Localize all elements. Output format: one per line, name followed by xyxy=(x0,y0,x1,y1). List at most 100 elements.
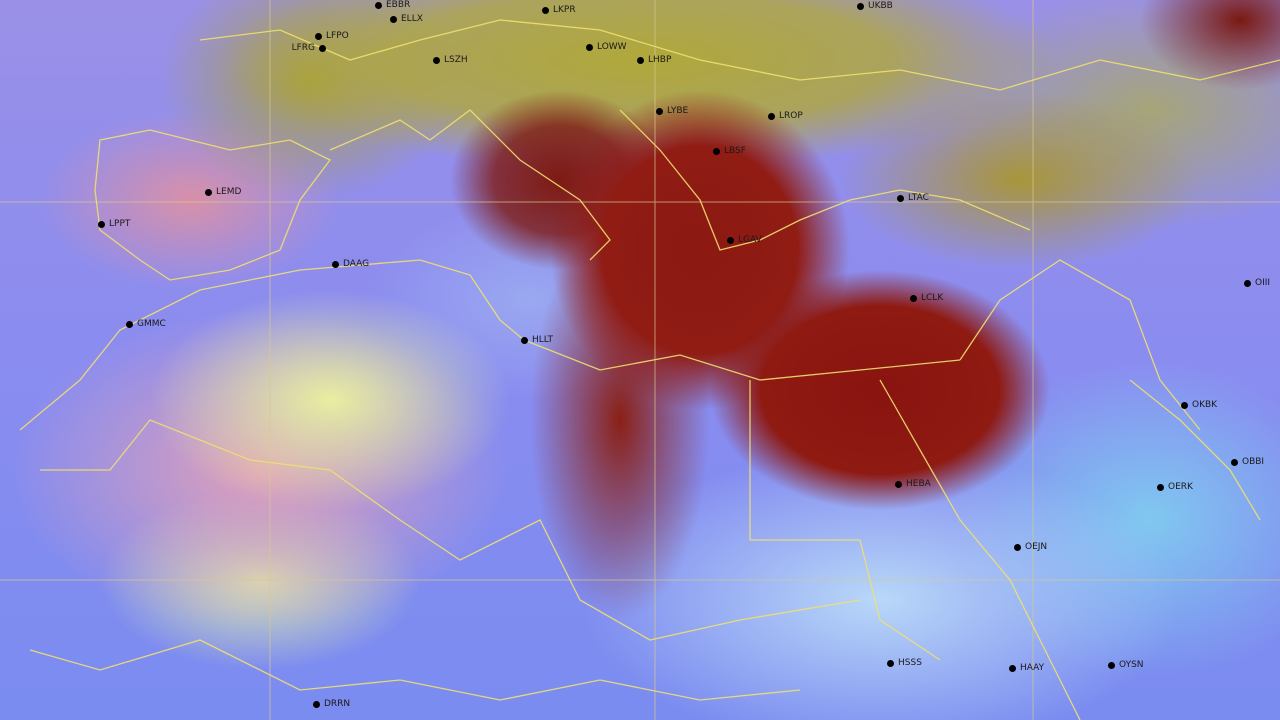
station-dot-icon xyxy=(542,7,549,14)
station-dot-icon xyxy=(910,295,917,302)
station-marker: LSZH xyxy=(433,55,468,66)
station-marker: ELLX xyxy=(390,14,423,25)
station-label: HEBA xyxy=(906,479,931,489)
station-dot-icon xyxy=(319,45,326,52)
station-label: GMMC xyxy=(137,319,166,329)
station-label: LPPT xyxy=(109,219,131,229)
station-marker: HLLT xyxy=(521,335,553,346)
station-dot-icon xyxy=(1009,665,1016,672)
station-label: LGAV xyxy=(738,235,762,245)
coastline-balkans xyxy=(619,109,1031,251)
station-marker: DAAG xyxy=(332,259,369,270)
station-label: LYBE xyxy=(667,106,689,116)
station-marker: OKBK xyxy=(1181,400,1217,411)
station-marker: LTAC xyxy=(897,193,929,204)
station-label: HSSS xyxy=(898,658,922,668)
country-borders xyxy=(19,19,1280,720)
station-dot-icon xyxy=(98,221,105,228)
station-marker: LROP xyxy=(768,111,803,122)
station-dot-icon xyxy=(1108,662,1115,669)
station-marker: LGAV xyxy=(727,235,762,246)
station-marker: LYBE xyxy=(656,106,688,117)
border-arabia xyxy=(959,259,1201,431)
station-marker: OEJN xyxy=(1014,542,1047,553)
coastline-gulf xyxy=(1129,379,1261,521)
station-dot-icon xyxy=(768,113,775,120)
station-label: EBBR xyxy=(386,0,411,10)
station-label: LFPO xyxy=(326,31,349,41)
station-dot-icon xyxy=(586,44,593,51)
station-dot-icon xyxy=(205,189,212,196)
station-label: LTAC xyxy=(908,193,929,203)
station-marker: DRRN xyxy=(313,699,350,710)
station-dot-icon xyxy=(895,481,902,488)
station-dot-icon xyxy=(1244,280,1251,287)
coastline-france-italy xyxy=(329,109,611,261)
station-dot-icon xyxy=(521,337,528,344)
station-marker: HAAY xyxy=(1009,663,1044,674)
station-marker: LFPO xyxy=(315,31,349,42)
station-marker: UKBB xyxy=(857,1,893,12)
station-dot-icon xyxy=(727,237,734,244)
station-marker: LFRG xyxy=(292,43,326,54)
station-label: LOWW xyxy=(597,42,627,52)
station-dot-icon xyxy=(433,57,440,64)
station-label: OKBK xyxy=(1192,400,1218,410)
station-dot-icon xyxy=(126,321,133,328)
station-marker: HSSS xyxy=(887,658,922,669)
station-label: LROP xyxy=(779,111,803,121)
station-dot-icon xyxy=(656,108,663,115)
coastline-red-sea xyxy=(879,379,1081,720)
station-dot-icon xyxy=(313,701,320,708)
station-marker: OIII xyxy=(1244,278,1270,289)
station-label: HLLT xyxy=(532,335,554,345)
station-dot-icon xyxy=(375,2,382,9)
station-dot-icon xyxy=(897,195,904,202)
station-label: LFRG xyxy=(291,43,315,53)
station-marker: EBBR xyxy=(375,0,410,11)
station-label: UKBB xyxy=(868,1,893,11)
station-label: OBBI xyxy=(1242,457,1265,467)
station-marker: OYSN xyxy=(1108,660,1144,671)
station-dot-icon xyxy=(1014,544,1021,551)
station-label: OERK xyxy=(1168,482,1193,492)
station-dot-icon xyxy=(637,57,644,64)
station-marker: LKPR xyxy=(542,5,576,16)
station-label: LBSF xyxy=(724,146,746,156)
border-sahara xyxy=(40,419,861,641)
station-label: LHBP xyxy=(648,55,672,65)
coastline-north-africa xyxy=(19,259,961,431)
station-marker: LCLK xyxy=(910,293,943,304)
station-label: HAAY xyxy=(1020,663,1045,673)
station-marker: LEMD xyxy=(205,187,241,198)
station-label: LEMD xyxy=(216,187,242,197)
station-label: DRRN xyxy=(324,699,351,709)
station-dot-icon xyxy=(713,148,720,155)
station-dot-icon xyxy=(332,261,339,268)
station-marker: OERK xyxy=(1157,482,1193,493)
station-marker: GMMC xyxy=(126,319,166,330)
station-dot-icon xyxy=(390,16,397,23)
station-dot-icon xyxy=(887,660,894,667)
station-marker: LBSF xyxy=(713,146,746,157)
station-label: OYSN xyxy=(1119,660,1144,670)
station-marker: LPPT xyxy=(98,219,130,230)
station-dot-icon xyxy=(315,33,322,40)
station-label: LSZH xyxy=(444,55,468,65)
station-label: DAAG xyxy=(343,259,370,269)
station-dot-icon xyxy=(1231,459,1238,466)
station-label: OIII xyxy=(1255,278,1271,288)
border-sudan xyxy=(749,380,941,661)
border-sahel xyxy=(29,639,801,701)
station-dot-icon xyxy=(1181,402,1188,409)
station-label: LCLK xyxy=(921,293,944,303)
station-label: ELLX xyxy=(401,14,423,24)
station-marker: OBBI xyxy=(1231,457,1264,468)
station-label: OEJN xyxy=(1025,542,1048,552)
station-marker: LHBP xyxy=(637,55,671,66)
station-dot-icon xyxy=(857,3,864,10)
station-dot-icon xyxy=(1157,484,1164,491)
